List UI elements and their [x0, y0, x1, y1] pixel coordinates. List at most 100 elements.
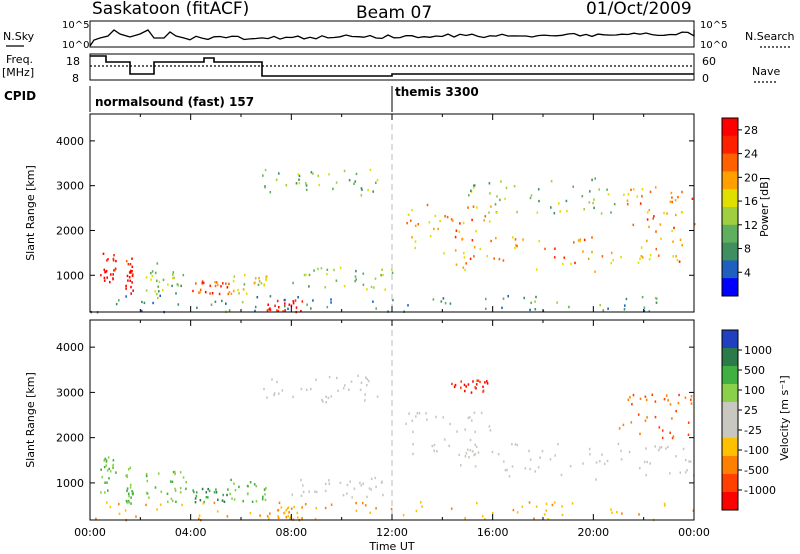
velocity-cell	[659, 446, 661, 449]
power-cell	[328, 173, 330, 176]
velocity-cell	[156, 508, 158, 511]
power-ytick-label: 4000	[56, 135, 84, 148]
power-cell	[131, 281, 133, 284]
velocity-cell	[639, 432, 641, 436]
velocity-cell	[488, 425, 491, 428]
power-cell	[284, 309, 286, 312]
velocity-cell	[348, 388, 350, 391]
power-cell	[115, 302, 118, 306]
velocity-cell	[465, 385, 467, 388]
velocity-cell	[285, 516, 288, 519]
power-cell	[442, 297, 445, 300]
velocity-cell	[601, 453, 603, 456]
power-cell	[433, 227, 435, 231]
velocity-cell	[561, 513, 564, 517]
power-cell	[211, 292, 214, 295]
nsky-label: N.Sky	[3, 30, 35, 43]
power-cell	[473, 255, 475, 258]
velocity-cell	[466, 448, 469, 451]
power-cell	[258, 280, 261, 283]
power-cell	[227, 292, 230, 296]
velocity-cell	[474, 443, 476, 446]
power-cell	[626, 203, 629, 206]
power-cell	[498, 257, 501, 261]
velocity-cell	[302, 484, 304, 487]
power-cell	[254, 305, 257, 309]
velocity-cell	[263, 488, 266, 491]
power-cell	[332, 187, 334, 191]
velocity-cell	[557, 443, 559, 446]
power-cell	[366, 288, 368, 291]
nsearch-label: N.Search	[745, 30, 795, 43]
velocity-cell	[467, 416, 470, 420]
velocity-cell	[216, 510, 219, 513]
power-cell	[612, 259, 614, 262]
velocity-xticks: 00:00 04:00 08:00 12:00 16:00 20:00 00:00	[74, 320, 710, 539]
velocity-cell	[477, 451, 480, 454]
velocity-cell	[355, 509, 358, 512]
velocity-ytick-label: 4000	[56, 341, 84, 354]
power-cell	[563, 256, 566, 259]
velocity-cell	[421, 505, 423, 508]
velocity-cell	[678, 393, 680, 397]
velocity-cell	[436, 450, 438, 453]
power-cell	[278, 172, 280, 175]
power-cell	[326, 268, 329, 271]
xtick-label: 08:00	[275, 526, 307, 539]
velocity-cell	[661, 436, 664, 440]
power-cell	[599, 303, 601, 307]
velocity-cell	[484, 381, 486, 384]
power-cell	[374, 277, 377, 280]
power-cell	[471, 239, 474, 242]
power-cell	[488, 220, 491, 223]
velocity-cell	[628, 450, 631, 454]
velocity-cell	[105, 464, 108, 467]
velocity-cell	[454, 383, 457, 387]
velocity-cell	[675, 455, 677, 458]
power-cell	[537, 188, 540, 191]
power-cell	[143, 301, 146, 305]
power-region	[100, 252, 117, 284]
velocity-cell	[359, 388, 362, 391]
velocity-cell	[301, 517, 303, 520]
power-cell	[534, 300, 536, 303]
power-cell	[513, 185, 516, 188]
velocity-cell	[534, 470, 536, 473]
power-colorbar-cell	[722, 207, 738, 226]
power-cell	[663, 211, 665, 215]
power-cell	[103, 279, 106, 282]
power-cell	[215, 281, 218, 284]
power-cell	[468, 194, 470, 197]
power-cell	[130, 270, 132, 273]
velocity-cell	[460, 380, 462, 383]
velocity-cell	[474, 452, 477, 456]
xtick-label: 16:00	[477, 526, 509, 539]
velocity-cell	[325, 395, 327, 398]
velocity-cell	[362, 482, 364, 485]
power-cell	[592, 201, 594, 205]
power-cell	[583, 208, 585, 211]
nsky-trace	[89, 29, 695, 47]
power-cell	[529, 308, 531, 312]
power-cell	[131, 270, 133, 273]
velocity-cell	[637, 413, 640, 416]
power-cell	[675, 213, 677, 217]
power-cell	[130, 271, 132, 274]
power-cell	[516, 210, 518, 214]
velocity-cell	[645, 473, 647, 477]
xtick-label: 04:00	[175, 526, 207, 539]
power-cell	[258, 277, 260, 280]
freq-panel: 18 8 Freq. [MHz] 60 0 Nave	[2, 53, 780, 85]
velocity-cell	[420, 501, 422, 504]
velocity-cell	[194, 501, 197, 504]
power-cell	[465, 262, 467, 265]
velocity-cell	[233, 482, 235, 485]
velocity-cell	[174, 470, 176, 474]
velocity-cell	[687, 421, 690, 424]
velocity-cell	[135, 515, 137, 518]
power-cell	[308, 273, 311, 277]
power-cell	[640, 246, 643, 249]
velocity-cell	[291, 493, 294, 496]
velocity-cell	[376, 395, 379, 398]
velocity-cell	[255, 500, 258, 503]
